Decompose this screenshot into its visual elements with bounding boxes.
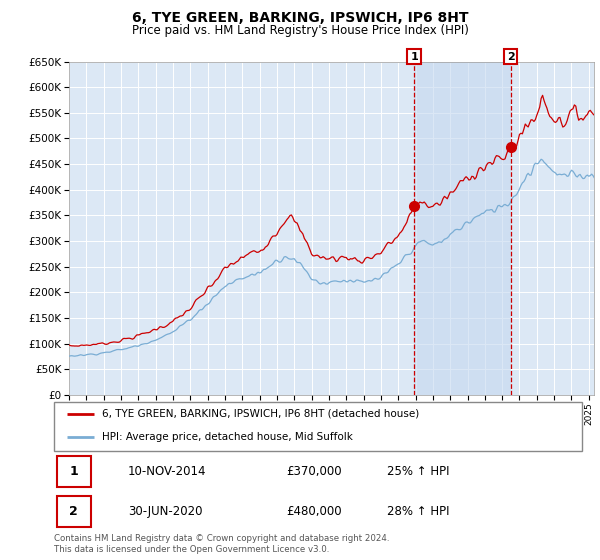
- Text: Price paid vs. HM Land Registry's House Price Index (HPI): Price paid vs. HM Land Registry's House …: [131, 24, 469, 37]
- Text: 2: 2: [507, 52, 515, 62]
- Text: £370,000: £370,000: [286, 465, 342, 478]
- Text: 6, TYE GREEN, BARKING, IPSWICH, IP6 8HT (detached house): 6, TYE GREEN, BARKING, IPSWICH, IP6 8HT …: [101, 409, 419, 419]
- Text: £480,000: £480,000: [286, 505, 342, 518]
- Text: 2: 2: [69, 505, 78, 518]
- FancyBboxPatch shape: [56, 496, 91, 527]
- Text: Contains HM Land Registry data © Crown copyright and database right 2024.
This d: Contains HM Land Registry data © Crown c…: [54, 534, 389, 554]
- Text: 10-NOV-2014: 10-NOV-2014: [128, 465, 206, 478]
- Text: 1: 1: [410, 52, 418, 62]
- Text: 30-JUN-2020: 30-JUN-2020: [128, 505, 202, 518]
- Text: 1: 1: [69, 465, 78, 478]
- Text: HPI: Average price, detached house, Mid Suffolk: HPI: Average price, detached house, Mid …: [101, 432, 352, 442]
- Text: 6, TYE GREEN, BARKING, IPSWICH, IP6 8HT: 6, TYE GREEN, BARKING, IPSWICH, IP6 8HT: [132, 11, 468, 25]
- Text: 25% ↑ HPI: 25% ↑ HPI: [386, 465, 449, 478]
- FancyBboxPatch shape: [56, 456, 91, 487]
- FancyBboxPatch shape: [54, 402, 582, 451]
- Bar: [414, 62, 511, 395]
- Text: 28% ↑ HPI: 28% ↑ HPI: [386, 505, 449, 518]
